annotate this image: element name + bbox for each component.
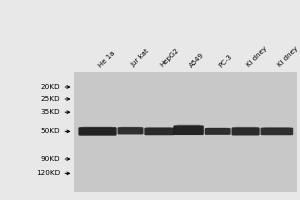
- FancyBboxPatch shape: [205, 128, 231, 135]
- Text: Ki dney: Ki dney: [277, 46, 299, 68]
- Text: Jur kat: Jur kat: [130, 48, 151, 68]
- Text: HepG2: HepG2: [160, 47, 181, 68]
- FancyBboxPatch shape: [144, 128, 175, 135]
- Text: 35KD: 35KD: [40, 109, 60, 115]
- FancyBboxPatch shape: [83, 126, 112, 129]
- FancyBboxPatch shape: [235, 127, 256, 129]
- FancyBboxPatch shape: [232, 127, 260, 135]
- Text: 90KD: 90KD: [40, 156, 60, 162]
- Text: 25KD: 25KD: [40, 96, 60, 102]
- FancyBboxPatch shape: [121, 127, 140, 129]
- Text: A549: A549: [189, 51, 206, 68]
- Text: 120KD: 120KD: [36, 170, 60, 176]
- FancyBboxPatch shape: [265, 127, 289, 129]
- Text: 50KD: 50KD: [40, 128, 60, 134]
- FancyBboxPatch shape: [118, 127, 143, 134]
- FancyBboxPatch shape: [78, 127, 117, 136]
- FancyBboxPatch shape: [208, 128, 227, 129]
- FancyBboxPatch shape: [148, 127, 171, 129]
- Text: Ki dney: Ki dney: [246, 46, 268, 68]
- FancyBboxPatch shape: [261, 128, 293, 135]
- Text: PC-3: PC-3: [218, 53, 233, 68]
- Text: He 1a: He 1a: [98, 50, 116, 68]
- FancyBboxPatch shape: [173, 125, 204, 135]
- Text: 20KD: 20KD: [40, 84, 60, 90]
- FancyBboxPatch shape: [177, 124, 200, 127]
